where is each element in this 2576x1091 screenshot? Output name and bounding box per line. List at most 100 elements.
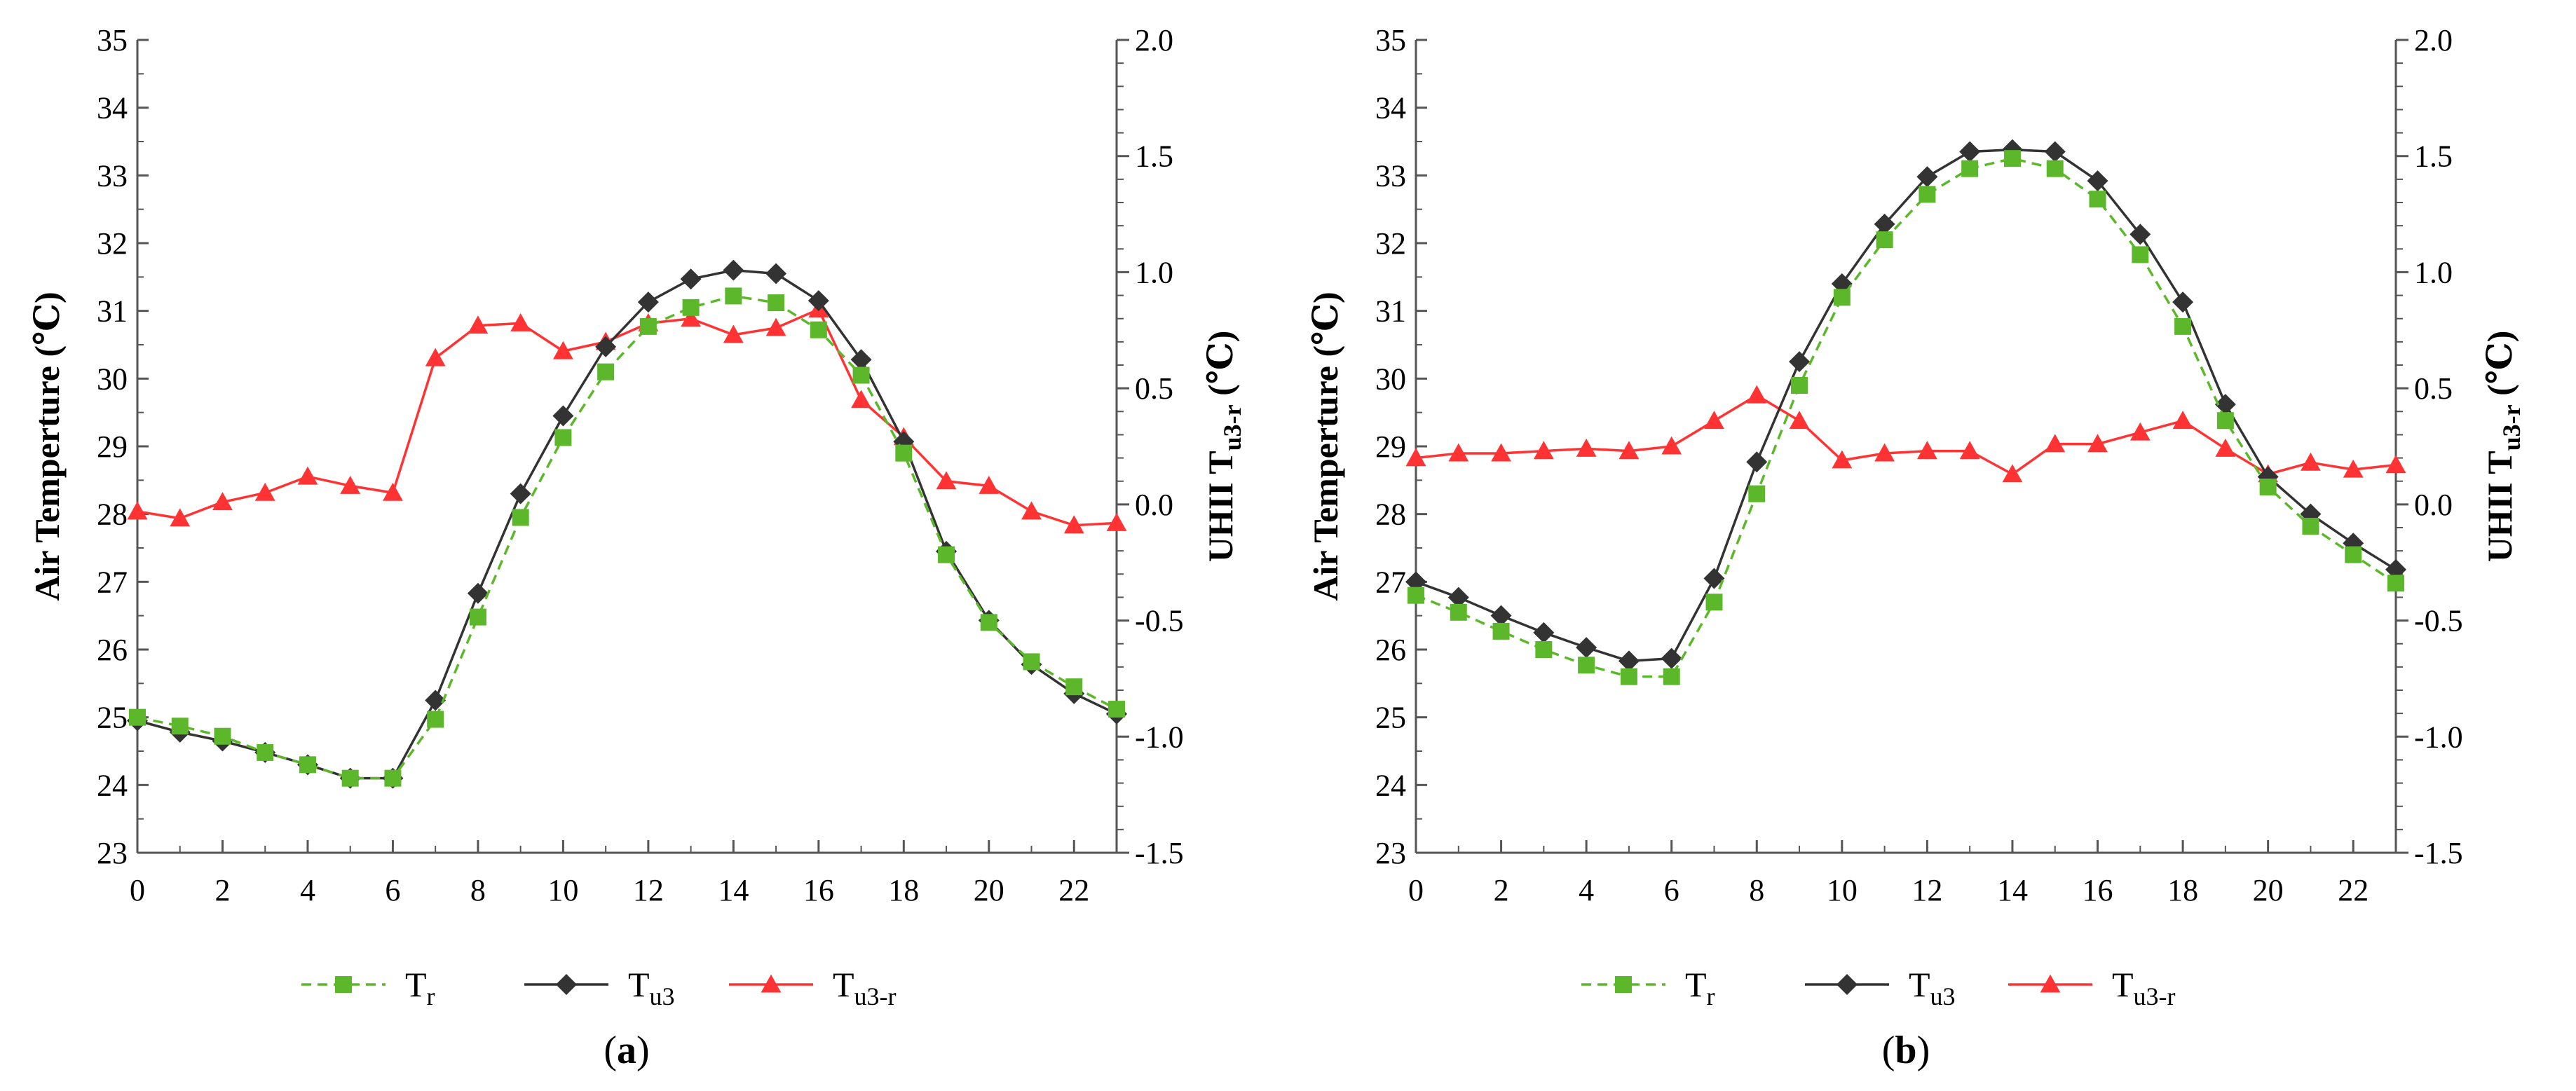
panel-a-point-tr (257, 743, 274, 761)
panel-a-y-axis-title: Air Temperture (℃) (27, 291, 67, 601)
panel-b-point-tu3-r (2087, 434, 2108, 453)
panel-a-point-tr (129, 708, 146, 726)
panel-a-xtick-label: 14 (718, 873, 749, 907)
panel-b-ytick-label: 25 (1375, 701, 1406, 735)
panel-a-ytick-label: 23 (97, 836, 128, 870)
panel-b-point-tu3-r (1789, 411, 1810, 430)
panel-b-point-tr (1791, 377, 1808, 394)
panel-b-ytick-label: 27 (1375, 565, 1406, 599)
panel-a-xtick-label: 16 (803, 873, 834, 907)
panel-b-point-tr (2003, 150, 2021, 167)
panel-b-point-tr (2046, 160, 2064, 177)
panel-b-ytick-label: 29 (1375, 430, 1406, 464)
panel-a-point-tu3-r (383, 482, 403, 501)
panel-a-point-tu3-r (979, 475, 1000, 494)
panel-a-point-tu3-r (1106, 512, 1127, 531)
panel-b-point-tu3-r (1576, 438, 1597, 457)
panel-b-line-tu3 (1415, 148, 2397, 663)
panel-a-point-tr (469, 608, 486, 626)
panel-b-point-tu3 (2172, 291, 2194, 313)
panel-b-series-tu3-r (1405, 385, 2406, 483)
panel-b-xtick-label: 4 (1579, 873, 1594, 907)
panel-b-point-tr (2302, 518, 2319, 535)
panel-b-point-tu3-r (2002, 464, 2023, 483)
panel-a-y2tick-label: 2.0 (1135, 23, 1173, 57)
panel-b-point-tr (1535, 641, 1553, 658)
panel-b-point-tu3 (2044, 141, 2066, 163)
panel-a-ytick-label: 34 (97, 91, 128, 125)
panel-b-ytick-label: 26 (1375, 633, 1406, 667)
panel-a-ytick-label: 28 (97, 498, 128, 532)
panel-a-xtick-label: 6 (385, 873, 400, 907)
panel-a-point-tr (384, 769, 402, 787)
panel-b-point-tu3-r (1448, 443, 1469, 462)
panel-a-y2tick-label: 1.5 (1135, 139, 1173, 174)
panel-b-point-tu3 (1533, 622, 1555, 643)
panel-b-point-tu3-r (2343, 459, 2364, 478)
panel-a-point-tu3 (680, 268, 702, 290)
panel-a-point-tr (725, 287, 742, 305)
panel-b-point-tr (1620, 668, 1637, 685)
panel-a-point-tr (1065, 678, 1083, 696)
panel-b-point-tu3 (2214, 394, 2236, 416)
panel-a-point-tu3-r (254, 482, 275, 501)
panel-a-point-tr (980, 614, 997, 631)
panel-a-xtick-label: 10 (547, 873, 578, 907)
panel-a-point-tu3-r (127, 501, 148, 520)
panel-a-ytick-label: 31 (97, 294, 128, 329)
panel-a-point-tr (1023, 653, 1040, 671)
panel-a-point-tu3-r (681, 308, 702, 327)
panel-b-ytick-label: 32 (1375, 226, 1406, 261)
panel-b-y2tick-label: 1.5 (2414, 139, 2453, 174)
panel-a-point-tu3-r (468, 315, 489, 334)
panel-b-legend-marker-tu3-r (2040, 974, 2061, 993)
panel-a-xtick-label: 2 (214, 873, 230, 907)
panel-b-xtick-label: 2 (1494, 873, 1509, 907)
panel-a-line-tr (137, 294, 1117, 780)
panel-b-point-tr (1408, 586, 1424, 604)
panel-b-xtick-label: 12 (1911, 873, 1942, 907)
panel-b-point-tr (1876, 231, 1893, 249)
panel-b-point-tu3-r (2301, 452, 2321, 471)
panel-a-point-tr (299, 756, 316, 774)
panel-b-point-tu3 (1703, 568, 1725, 589)
panel-b-point-tr (2216, 412, 2234, 430)
panel-a-ytick-label: 32 (97, 226, 128, 261)
panel-a-point-tu3-r (552, 341, 573, 359)
panel-a-point-tu3 (510, 483, 531, 505)
panel-b-xtick-label: 18 (2167, 873, 2198, 907)
panel-a-point-tr (682, 299, 700, 316)
panel-a-ytick-label: 24 (97, 768, 128, 802)
panel-a-point-tr (895, 444, 913, 462)
panel-a-ytick-label: 25 (97, 701, 128, 735)
panel-a-y2-axis-title: UHII Tu3-r (℃) (1201, 331, 1246, 563)
panel-b-label: (b) (1882, 1029, 1930, 1072)
panel-b-point-tu3-r (2385, 455, 2406, 474)
panel-b-point-tu3 (2129, 224, 2151, 245)
panel-b-point-tr (2174, 317, 2192, 335)
panel-b-xtick-label: 22 (2338, 873, 2369, 907)
panel-a-point-tr (597, 363, 615, 380)
panel-a-y2tick-label: 1.0 (1135, 255, 1173, 289)
panel-a-legend: Tr Tu3 Tu3-r (301, 965, 897, 1010)
panel-b-point-tr (1748, 485, 1766, 502)
panel-b-y2tick-label: -0.5 (2414, 604, 2463, 638)
panel-a-point-tu3 (723, 259, 744, 281)
panel-a-point-tr (1108, 701, 1125, 718)
panel-b-xtick-label: 10 (1827, 873, 1858, 907)
panel-b-y2-axis-title: UHII Tu3-r (℃) (2480, 331, 2526, 563)
panel-a-point-tr (341, 769, 359, 787)
panel-b-point-tu3-r (1916, 441, 1937, 460)
panel-a-legend-label-tr: Tr (405, 965, 435, 1010)
panel-a-point-tu3 (765, 263, 787, 284)
panel-a-line-tu3 (137, 268, 1117, 780)
panel-a-point-tu3-r (723, 324, 744, 343)
panel-a-point-tu3-r (340, 475, 361, 494)
panel-b-xtick-label: 16 (2083, 873, 2113, 907)
panel-b-ytick-label: 34 (1375, 91, 1406, 125)
panel-a-point-tu3 (637, 291, 659, 313)
panel-b-point-tu3-r (2172, 411, 2193, 430)
panel-b-point-tu3-r (1491, 443, 1511, 462)
panel-a-point-tu3 (595, 336, 617, 357)
panel-b-xtick-label: 8 (1749, 873, 1764, 907)
